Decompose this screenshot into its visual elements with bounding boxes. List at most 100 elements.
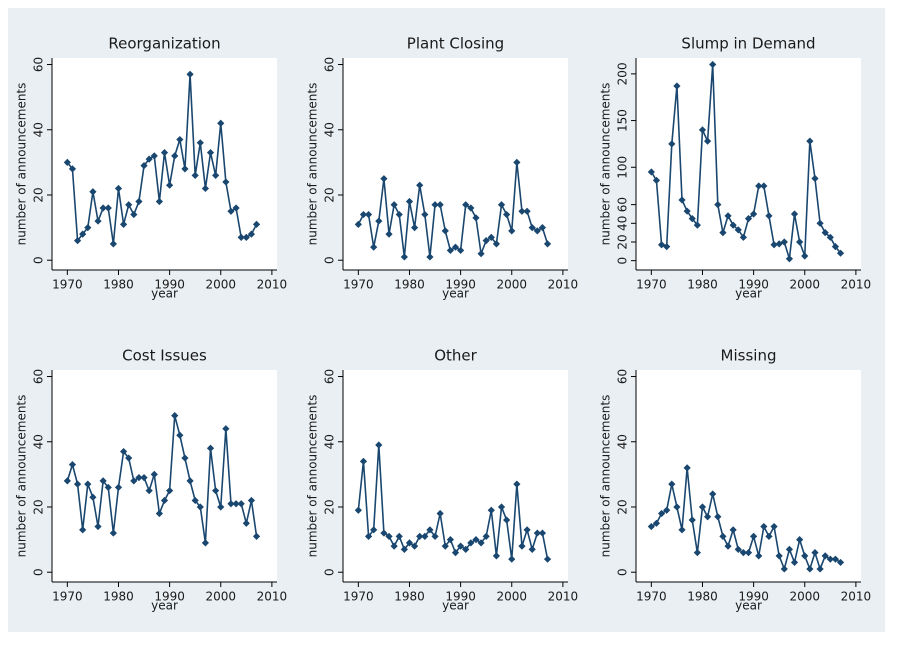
y-axis-label: number of announcements xyxy=(15,395,29,558)
data-point xyxy=(668,480,676,488)
data-point xyxy=(166,181,174,189)
data-point xyxy=(68,460,77,469)
data-point xyxy=(831,243,840,251)
data-point xyxy=(171,412,179,420)
data-line xyxy=(66,415,258,543)
data-point xyxy=(150,470,158,478)
data-point xyxy=(73,480,82,488)
data-point xyxy=(125,454,133,462)
data-point xyxy=(477,539,485,547)
data-point xyxy=(678,196,686,204)
data-point xyxy=(826,233,834,241)
data-point xyxy=(237,500,245,508)
data-point xyxy=(370,526,378,534)
x-tick-label: 1990 xyxy=(738,590,769,604)
data-point xyxy=(487,506,495,514)
data-point xyxy=(359,457,368,465)
data-point xyxy=(467,539,475,547)
y-tick-label: 60 xyxy=(616,369,630,384)
data-point xyxy=(426,526,434,534)
data-point xyxy=(538,224,547,232)
data-point xyxy=(63,158,71,166)
data-point xyxy=(135,197,143,206)
x-tick-label: 2000 xyxy=(789,590,820,604)
data-point xyxy=(780,238,788,246)
data-point xyxy=(487,233,495,241)
x-tick-label: 1970 xyxy=(636,590,667,604)
data-point xyxy=(739,549,747,557)
data-point xyxy=(729,526,737,534)
y-tick-label: 20 xyxy=(32,187,46,202)
data-point xyxy=(543,240,552,248)
y-axis-label: number of announcements xyxy=(306,395,320,558)
data-point xyxy=(395,532,403,540)
data-point xyxy=(130,477,138,485)
y-tick-label: 60 xyxy=(32,369,46,384)
data-point xyxy=(698,503,707,511)
data-point xyxy=(451,549,460,557)
data-point xyxy=(497,201,506,209)
y-tick-label: 0 xyxy=(323,256,337,264)
data-point xyxy=(201,539,210,547)
data-point xyxy=(436,201,444,209)
data-point xyxy=(806,565,814,573)
data-point xyxy=(68,165,77,173)
data-point xyxy=(755,552,763,560)
data-point xyxy=(247,496,256,505)
y-tick-label: 0 xyxy=(32,568,46,576)
data-point xyxy=(145,487,153,495)
data-point xyxy=(206,444,215,452)
data-point xyxy=(114,483,123,492)
data-point xyxy=(775,552,783,560)
data-point xyxy=(693,221,701,229)
data-point xyxy=(155,509,163,518)
data-point xyxy=(370,243,378,251)
data-point xyxy=(811,174,819,183)
data-point xyxy=(390,542,398,550)
data-point xyxy=(385,532,393,540)
data-point xyxy=(508,227,516,235)
data-point xyxy=(503,516,511,524)
data-point xyxy=(227,500,235,508)
data-point xyxy=(760,182,768,190)
data-point xyxy=(719,532,727,540)
panel-title: Cost Issues xyxy=(122,347,207,365)
y-tick-label: 0 xyxy=(616,568,630,576)
data-point xyxy=(212,171,220,180)
plot-area xyxy=(52,370,277,582)
data-point xyxy=(750,210,758,218)
x-axis-label: year xyxy=(442,287,469,301)
data-point xyxy=(831,555,840,563)
panel-title: Slump in Demand xyxy=(681,35,815,53)
x-tick-label: 2010 xyxy=(841,278,872,292)
data-point xyxy=(533,529,541,537)
data-point xyxy=(431,532,439,540)
x-axis-label: year xyxy=(151,599,178,613)
data-point xyxy=(806,137,814,145)
data-point xyxy=(140,162,148,170)
data-point xyxy=(359,210,368,219)
data-point xyxy=(528,224,536,232)
panel-title: Plant Closing xyxy=(407,35,504,53)
x-tick-label: 1990 xyxy=(738,278,769,292)
data-point xyxy=(99,204,107,212)
data-point xyxy=(375,441,383,449)
data-point xyxy=(467,204,475,212)
y-tick-label: 40 xyxy=(32,434,46,449)
data-point xyxy=(135,474,143,482)
x-tick-label: 2010 xyxy=(257,590,288,604)
y-tick-label: 20 xyxy=(323,499,337,514)
data-point xyxy=(191,496,199,505)
data-point xyxy=(709,490,717,498)
data-point xyxy=(652,176,661,184)
data-point xyxy=(663,243,671,251)
y-tick-label: 40 xyxy=(616,434,630,449)
data-point xyxy=(678,526,686,534)
y-tick-label: 20 xyxy=(616,234,630,249)
y-tick-label: 20 xyxy=(323,187,337,202)
data-point xyxy=(176,431,184,439)
data-point xyxy=(647,168,655,176)
y-tick-label: 0 xyxy=(323,568,337,576)
data-point xyxy=(217,119,225,127)
data-point xyxy=(482,237,490,245)
